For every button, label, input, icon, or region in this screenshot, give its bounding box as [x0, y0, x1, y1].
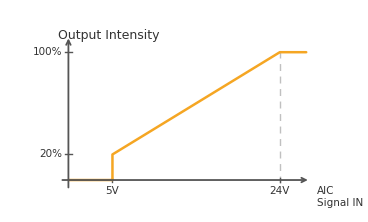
- Text: Output Intensity: Output Intensity: [58, 29, 159, 42]
- Text: 5V: 5V: [106, 186, 119, 196]
- Text: 100%: 100%: [33, 47, 62, 57]
- Text: AIC
Signal IN: AIC Signal IN: [317, 186, 363, 208]
- Text: 24V: 24V: [270, 186, 290, 196]
- Text: 20%: 20%: [39, 149, 62, 159]
